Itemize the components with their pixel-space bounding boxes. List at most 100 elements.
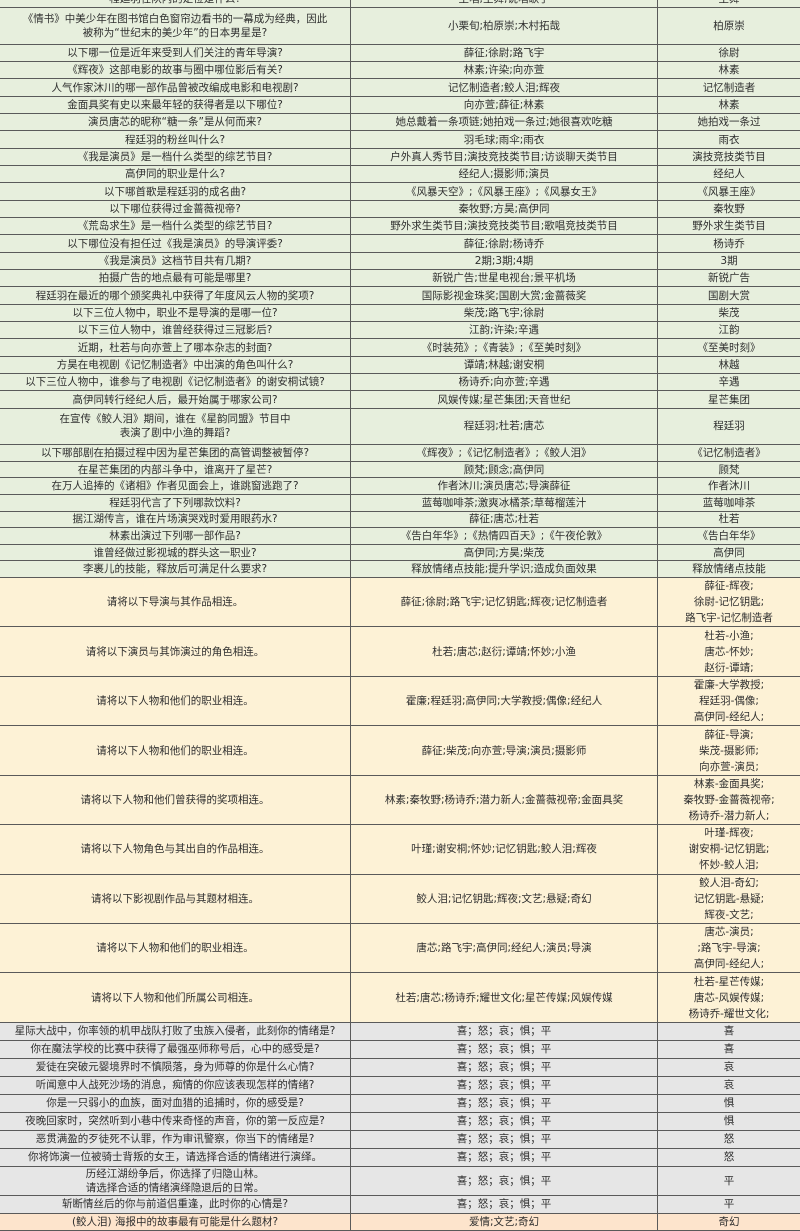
table-row: 程廷羽的粉丝叫什么? 羽毛球;雨伞;雨衣 雨衣 xyxy=(0,131,800,149)
answer-text: 平 xyxy=(723,1174,735,1187)
table-row: 以下哪部剧在拍摄过程中因为星芒集团的高管调整被暂停? 《辉夜》;《记忆制造者》;《… xyxy=(0,445,800,462)
question-cell: 请将以下人物和他们所属公司相连。 xyxy=(0,973,351,1022)
table-row: 高伊同的职业是什么? 经纪人;摄影师;演员 经纪人 xyxy=(0,166,800,184)
options-cell: 高伊同;方昊;柴茂 xyxy=(351,544,658,561)
question-cell: 以下哪部剧在拍摄过程中因为星芒集团的高管调整被暂停? xyxy=(0,445,351,461)
question-cell: 你是一只弱小的血族，面对血猎的追捕时，你的感受是? xyxy=(0,1094,351,1112)
answer-text: ;路飞宇-导演; xyxy=(697,942,761,955)
question-text: 《我是演员》这档节目共有几期? xyxy=(98,254,252,267)
table-row: 金面具奖有史以来最年轻的获得者是以下哪位? 向亦萱;薛征;林素 林素 xyxy=(0,96,800,115)
answer-cell: 高伊同 xyxy=(658,545,800,561)
answer-cell: 杜若-星芒传媒; 唐芯-风娱传媒; 杨诗乔-耀世文化; xyxy=(658,973,800,1021)
answer-text: 记忆制造者 xyxy=(702,81,756,94)
question-text: 李裹儿的技能，释放后可满足什么要求? xyxy=(82,563,268,576)
answer-text: 柏原崇 xyxy=(713,20,745,33)
answer-text: 唐芯-风娱传媒; xyxy=(693,991,765,1004)
options-cell: 喜；怒；哀；惧；平 xyxy=(351,1130,658,1148)
question-text: 以下三位人物中，谁曾经获得过三冠影后? xyxy=(77,324,273,337)
answer-cell: 林越 xyxy=(658,357,800,373)
options-cell: 林素;许染;向亦萱 xyxy=(351,62,658,79)
options-cell: 《辉夜》;《记忆制造者》;《鲛人泪》 xyxy=(351,445,658,461)
options-cell: 野外求生类节目;演技竞技类节目;歌唱竞技类节目 xyxy=(351,218,658,235)
options-cell: 主唱;主舞;说唱歌手 xyxy=(351,0,658,8)
table-row: 在宣传《鲛人泪》期间，谁在《星韵同盟》节目中 表演了剧中小渔的舞蹈? 程廷羽;杜若… xyxy=(0,408,800,446)
answer-cell: 释放情绪点技能 xyxy=(658,561,800,577)
options-cell: 秦牧野;方昊;高伊同 xyxy=(351,200,658,218)
question-text: 演员唐芯的昵称“糖一条”是从何而来? xyxy=(88,116,262,129)
question-text: 在星芒集团的内部斗争中，谁离开了星芒? xyxy=(77,463,273,476)
question-text: 请将以下人物角色与其出自的作品相连。 xyxy=(80,843,270,856)
table-row: 《辉夜》这部电影的故事与圈中哪位影后有关? 林素;许染;向亦萱 林素 xyxy=(0,62,800,80)
question-cell: 星际大战中，你率领的机甲战队打败了虫族入侵者，此刻你的情绪是? xyxy=(0,1022,351,1040)
matching-question-row: 请将以下人物和他们的职业相连。 唐芯;路飞宇;高伊同;经纪人;演员;导演 唐芯-演员… xyxy=(0,924,800,974)
table-row: 恶贯满盈的歹徒死不认罪，作为审讯警察，你当下的情绪是? 喜；怒；哀；惧；平 怒 xyxy=(0,1130,800,1149)
question-text: 高伊同转行经纪人后，最开始属于哪家公司? xyxy=(72,393,278,406)
options-cell: 薛征;徐尉;路飞宇;记忆钥匙;辉夜;记忆制造者 xyxy=(351,577,658,627)
question-text: 据江湖传言，谁在片场演哭戏时爱用眼药水? xyxy=(72,513,278,526)
answer-text: 鲛人泪-奇幻; xyxy=(699,876,759,889)
answer-cell: 作者沐川 xyxy=(658,478,800,494)
table-row: 程廷羽在队内的定位是什么? 主唱;主舞;说唱歌手 主舞 xyxy=(0,0,800,9)
table-row: 在万人追捧的《诸相》作者见面会上，谁跳窗逃跑了? 作者沐川;演员唐芯;导演薛征 作者… xyxy=(0,478,800,495)
table-row: 高伊同转行经纪人后，最开始属于哪家公司? 风娱传媒;星芒集团;天音世纪 星芒集团 xyxy=(0,391,800,409)
table-row: 你在魔法学校的比赛中获得了最强巫师称号后，心中的感受是? 喜；怒；哀；惧；平 喜 xyxy=(0,1040,800,1059)
answer-cell: 奇幻 xyxy=(658,1214,800,1230)
table-row: 谁曾经做过影视城的群头这一职业? 高伊同;方昊;柴茂 高伊同 xyxy=(0,544,800,562)
answer-cell: 柴茂 xyxy=(658,305,800,321)
answer-cell: 《风暴王座》 xyxy=(658,183,800,199)
options-cell: 叶瑾;谢安桐;怀妙;记忆钥匙;鲛人泪;辉夜 xyxy=(351,825,658,874)
question-cell: 以下三位人物中，谁曾经获得过三冠影后? xyxy=(0,322,351,339)
options-cell: 2期;3期;4期 xyxy=(351,252,658,270)
answer-text: 杨诗乔-耀世文化; xyxy=(688,1007,770,1020)
table-row: 李裹儿的技能，释放后可满足什么要求? 释放情绪点技能;提升学识;造成负面效果 释放情… xyxy=(0,561,800,578)
table-row: 《我是演员》是一档什么类型的综艺节目? 户外真人秀节目;演技竞技类节目;访谈聊天类… xyxy=(0,148,800,167)
table-row: 据江湖传言，谁在片场演哭戏时爱用眼药水? 薛征;唐芯;杜若 杜若 xyxy=(0,511,800,529)
options-cell: 薛征;唐芯;杜若 xyxy=(351,511,658,528)
answer-text: 林越 xyxy=(718,358,740,371)
answer-cell: 哀 xyxy=(658,1077,800,1094)
options-cell: 唐芯;路飞宇;高伊同;经纪人;演员;导演 xyxy=(351,924,658,973)
answer-cell: 喜 xyxy=(658,1041,800,1058)
answer-cell: 3期 xyxy=(658,253,800,269)
question-text: 夜晚回家时，突然听到小巷中传来奇怪的声音，你的第一反应是? xyxy=(25,1115,325,1128)
options-cell: 户外真人秀节目;演技竞技类节目;访谈聊天类节目 xyxy=(351,148,658,166)
answer-cell: 星芒集团 xyxy=(658,391,800,407)
answer-cell: 惧 xyxy=(658,1095,800,1112)
answer-cell: 记忆制造者 xyxy=(658,79,800,95)
table-row: 历经江湖纷争后，你选择了归隐山林。 请选择合适的情绪演绎隐退后的日常。 喜；怒；哀… xyxy=(0,1166,800,1196)
question-cell: 以下三位人物中，职业不是导演的是哪一位? xyxy=(0,304,351,322)
answer-text: 徐尉 xyxy=(718,46,740,59)
table-row: 斩断情丝后的你与前道侣重逢，此时你的心情是? 喜；怒；哀；惧；平 平 xyxy=(0,1195,800,1214)
answer-text: 哀 xyxy=(723,1061,735,1074)
question-cell: 在宣传《鲛人泪》期间，谁在《星韵同盟》节目中 表演了剧中小渔的舞蹈? xyxy=(0,408,351,445)
table-row: 听闻意中人战死沙场的消息，痴情的你应该表现怎样的情绪? 喜；怒；哀；惧；平 哀 xyxy=(0,1076,800,1095)
answer-text: 赵衍-谭靖; xyxy=(704,661,754,674)
question-text: 请将以下演员与其饰演过的角色相连。 xyxy=(85,645,265,658)
options-cell: 蓝莓咖啡茶;激爽冰橘茶;草莓榴莲汁 xyxy=(351,495,658,511)
matching-question-row: 请将以下人物和他们曾获得的奖项相连。 林素;秦牧野;杨诗乔;潜力新人;金蔷薇视帝;… xyxy=(0,775,800,826)
answer-text: 杨诗乔-潜力新人; xyxy=(688,809,770,822)
answer-cell: 演技竞技类节目 xyxy=(658,149,800,165)
answer-text: 唐芯-怀妙; xyxy=(704,645,754,658)
matching-question-row: 请将以下人物和他们的职业相连。 薛征;柴茂;向亦萱;导演;演员;摄影师 薛征-导演;… xyxy=(0,726,800,776)
answer-cell: 江韵 xyxy=(658,322,800,338)
options-cell: 喜；怒；哀；惧；平 xyxy=(351,1112,658,1130)
answer-cell: 薛征-导演; 柴茂-摄影师; 向亦萱-演员; xyxy=(658,726,800,774)
options-cell: 杜若;唐芯;赵衍;谭靖;怀妙;小渔 xyxy=(351,627,658,676)
answer-text: 高伊同 xyxy=(713,546,745,559)
question-cell: 《情书》中美少年在图书馆白色窗帘边看书的一幕成为经典，因此 被称为“世纪末的美少… xyxy=(0,8,351,44)
options-cell: 杜若;唐芯;杨诗乔;耀世文化;星芒传媒;风娱传媒 xyxy=(351,973,658,1022)
question-cell: 请将以下导演与其作品相连。 xyxy=(0,577,351,627)
question-cell: 请将以下演员与其饰演过的角色相连。 xyxy=(0,627,351,676)
question-text: 请将以下人物和他们的职业相连。 xyxy=(96,695,254,708)
answer-text: 林素-金面具奖; xyxy=(693,777,765,790)
answer-cell: 杜若 xyxy=(658,512,800,528)
question-cell: 人气作家沐川的哪一部作品曾被改编成电影和电视剧? xyxy=(0,79,351,96)
question-text: 你将饰演一位被骑士背叛的女王，请选择合适的情绪进行演绎。 xyxy=(28,1151,322,1164)
answer-cell: 林素-金面具奖; 秦牧野-金蔷薇视帝; 杨诗乔-潜力新人; xyxy=(658,776,800,824)
answer-cell: 平 xyxy=(658,1196,800,1213)
question-cell: 以下哪一位是近年来受到人们关注的青年导演? xyxy=(0,44,351,62)
table-row: 程廷羽代言了下列哪款饮料? 蓝莓咖啡茶;激爽冰橘茶;草莓榴莲汁 蓝莓咖啡茶 xyxy=(0,495,800,512)
answer-text: 林素 xyxy=(718,98,740,111)
question-cell: 《我是演员》这档节目共有几期? xyxy=(0,252,351,270)
